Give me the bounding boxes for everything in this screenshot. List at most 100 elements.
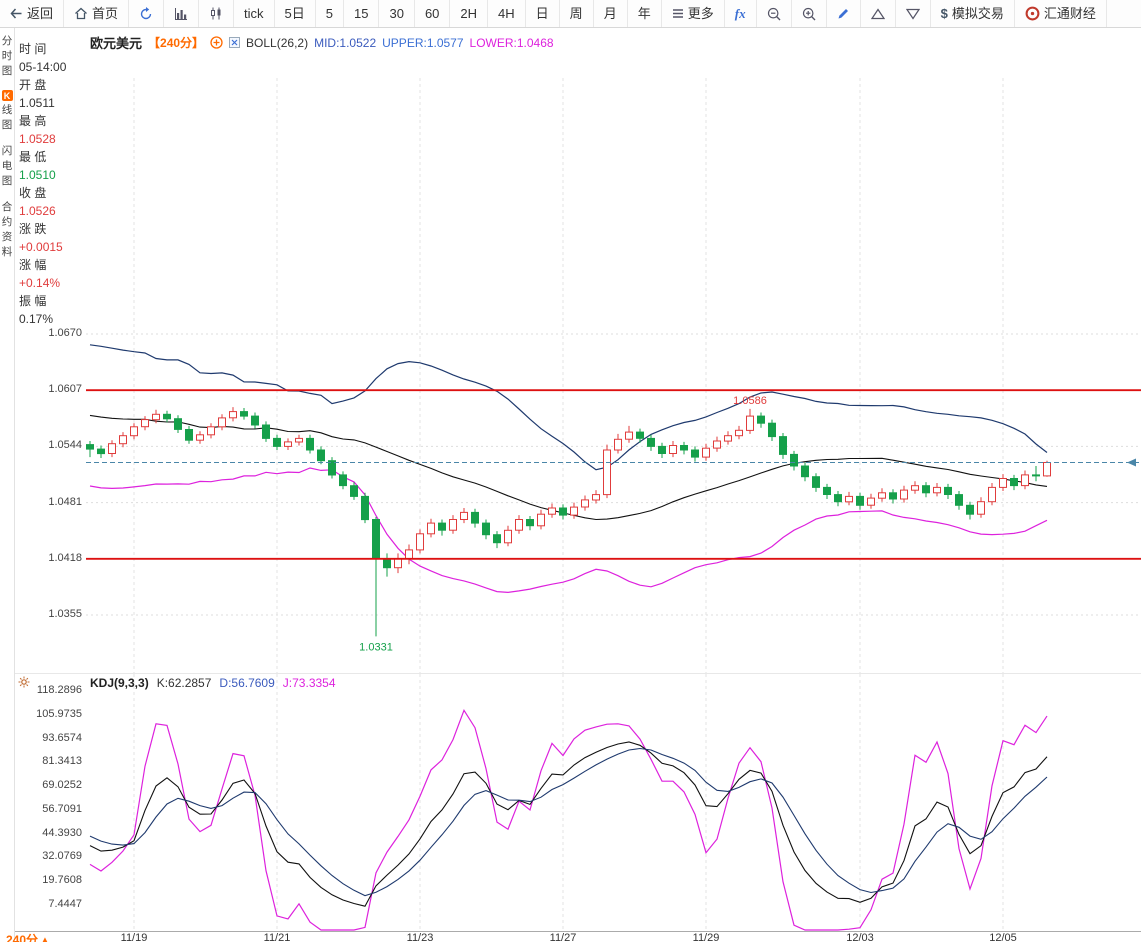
price-axis-label: 1.0481: [48, 496, 82, 508]
toolbar-period-15-button[interactable]: 15: [344, 0, 380, 27]
sidebar-item-lightning[interactable]: 闪电图: [2, 144, 13, 189]
toolbar-period-day-label: 日: [535, 6, 549, 21]
quote-value: +0.14%: [19, 276, 61, 290]
toolbar-period-4h-button[interactable]: 4H: [488, 0, 526, 27]
quote-label: 最 低: [19, 150, 47, 164]
toolbar-period-30-button[interactable]: 30: [379, 0, 415, 27]
price-axis-label: 1.0418: [48, 552, 82, 564]
quote-value: 0.17%: [19, 312, 54, 326]
toolbar-period-2h-button[interactable]: 2H: [450, 0, 489, 27]
kdj-settings-icon[interactable]: [18, 676, 30, 691]
kdj-axis-label: 118.2896: [36, 684, 82, 696]
toolbar-sim-trade-label: 模拟交易: [951, 6, 1004, 21]
dollar-icon: $: [940, 6, 948, 21]
remove-indicator-icon[interactable]: [229, 37, 241, 48]
footer-period-toggle[interactable]: 240分 ▲: [6, 931, 49, 942]
back-arrow-icon: [10, 8, 23, 20]
toolbar-period-2h-label: 2H: [460, 6, 478, 21]
sidebar-item-char: 约: [1, 216, 13, 228]
sidebar-item-char: 料: [1, 246, 13, 258]
quote-value: 1.0511: [19, 96, 55, 110]
boll-mid-value: MID:1.0522: [314, 35, 377, 50]
toolbar-period-5d-button[interactable]: 5日: [275, 0, 316, 27]
toolbar-period-60-label: 60: [424, 6, 440, 21]
toolbar-period-5-label: 5: [325, 6, 333, 21]
kdj-d-value: D:56.7609: [219, 676, 275, 690]
price-axis-label: 1.0670: [48, 327, 82, 339]
svg-text:1.0331: 1.0331: [359, 641, 393, 653]
toolbar-draw-button[interactable]: [827, 0, 861, 27]
kdj-axis-label: 19.7608: [42, 874, 82, 886]
toolbar-more-label: 更多: [687, 6, 714, 21]
sidebar-item-time-share[interactable]: 分时图: [2, 34, 13, 79]
toolbar-period-60-button[interactable]: 60: [415, 0, 451, 27]
time-axis-label: 11/19: [120, 932, 148, 942]
quote-value: +0.0015: [19, 240, 63, 254]
toolbar-shape-up-button[interactable]: [861, 0, 896, 27]
time-axis-label: 12/03: [846, 932, 874, 942]
time-axis: 11/19 11/21 11/23 11/27 11/29 12/03 12/05: [0, 931, 1141, 942]
triangle-down-icon: [905, 8, 920, 20]
boll-indicator-label[interactable]: BOLL(26,2): [246, 35, 309, 50]
add-indicator-icon[interactable]: [210, 36, 223, 49]
sidebar-item-char: 时: [1, 50, 13, 62]
quote-label: 开 盘: [19, 78, 47, 92]
toolbar-period-30-label: 30: [389, 6, 404, 21]
symbol-name: 欧元美元: [90, 36, 143, 51]
toolbar-sim-trade-button[interactable]: $ 模拟交易: [931, 0, 1015, 27]
main-candlestick-chart[interactable]: 1.0586 1.0331: [86, 28, 1141, 674]
toolbar-period-week-label: 周: [569, 6, 583, 21]
toolbar-tick-button[interactable]: tick: [234, 0, 275, 27]
toolbar-bar-chart-button[interactable]: [164, 0, 200, 27]
chart-header: 欧元美元 【240分】 BOLL(26,2) MID:1.0522 UPPER:…: [90, 33, 554, 52]
expand-up-icon: ▲: [41, 934, 49, 942]
time-axis-label: 11/27: [549, 932, 577, 942]
logo-icon: [1025, 6, 1040, 21]
toolbar-brand-button[interactable]: 汇通财经: [1015, 0, 1107, 27]
kdj-chart[interactable]: [86, 674, 1141, 931]
toolbar-refresh-button[interactable]: [129, 0, 165, 27]
price-axis-label: 1.0607: [48, 383, 82, 395]
toolbar: 返回 首页 tick 5日 5 15 30 60 2H 4H 日 周 月 年 更多 fx $ 模拟交易 汇通财经: [0, 0, 1141, 28]
toolbar-zoom-in-button[interactable]: [792, 0, 827, 27]
quote-label: 最 高: [19, 114, 47, 128]
kline-badge-icon: K: [1, 90, 13, 101]
kdj-j-value: J:73.3354: [282, 676, 336, 690]
pencil-icon: [837, 7, 850, 20]
sidebar-item-char: 图: [1, 65, 13, 77]
kdj-k-value: K:62.2857: [156, 676, 212, 690]
zoom-out-icon: [767, 7, 781, 21]
toolbar-fx-button[interactable]: fx: [725, 0, 757, 27]
time-axis-label: 12/05: [989, 932, 1017, 942]
toolbar-home-button[interactable]: 首页: [64, 0, 130, 27]
toolbar-zoom-out-button[interactable]: [757, 0, 792, 27]
kdj-axis-label: 105.9735: [36, 708, 82, 720]
toolbar-period-5-button[interactable]: 5: [316, 0, 344, 27]
toolbar-more-button[interactable]: 更多: [662, 0, 725, 27]
toolbar-tick-label: tick: [244, 6, 264, 21]
toolbar-brand-label: 汇通财经: [1043, 6, 1096, 21]
quote-label: 时 间: [19, 42, 47, 56]
boll-upper-value: UPPER:1.0577: [382, 35, 464, 50]
boll-lower-value: LOWER:1.0468: [469, 35, 554, 50]
toolbar-period-year-label: 年: [637, 6, 651, 21]
quote-value: 1.0510: [19, 168, 56, 182]
toolbar-period-month-button[interactable]: 月: [594, 0, 628, 27]
toolbar-period-15-label: 15: [354, 6, 369, 21]
sidebar-item-char: 线: [1, 104, 13, 116]
toolbar-shape-down-button[interactable]: [896, 0, 931, 27]
kdj-axis-label: 93.6574: [42, 732, 82, 744]
toolbar-home-label: 首页: [92, 6, 119, 21]
toolbar-back-button[interactable]: 返回: [0, 0, 65, 27]
toolbar-period-day-button[interactable]: 日: [526, 0, 560, 27]
toolbar-period-week-button[interactable]: 周: [560, 0, 594, 27]
footer-period-label: 240分: [6, 933, 39, 942]
kdj-axis-label: 81.3413: [42, 755, 82, 767]
toolbar-candle-chart-button[interactable]: [199, 0, 235, 27]
kdj-indicator-label[interactable]: KDJ(9,3,3): [90, 676, 149, 690]
sidebar-item-contract-info[interactable]: 合约资料: [2, 200, 13, 260]
chart-period-label[interactable]: 【240分】: [148, 36, 205, 50]
toolbar-period-year-button[interactable]: 年: [628, 0, 662, 27]
